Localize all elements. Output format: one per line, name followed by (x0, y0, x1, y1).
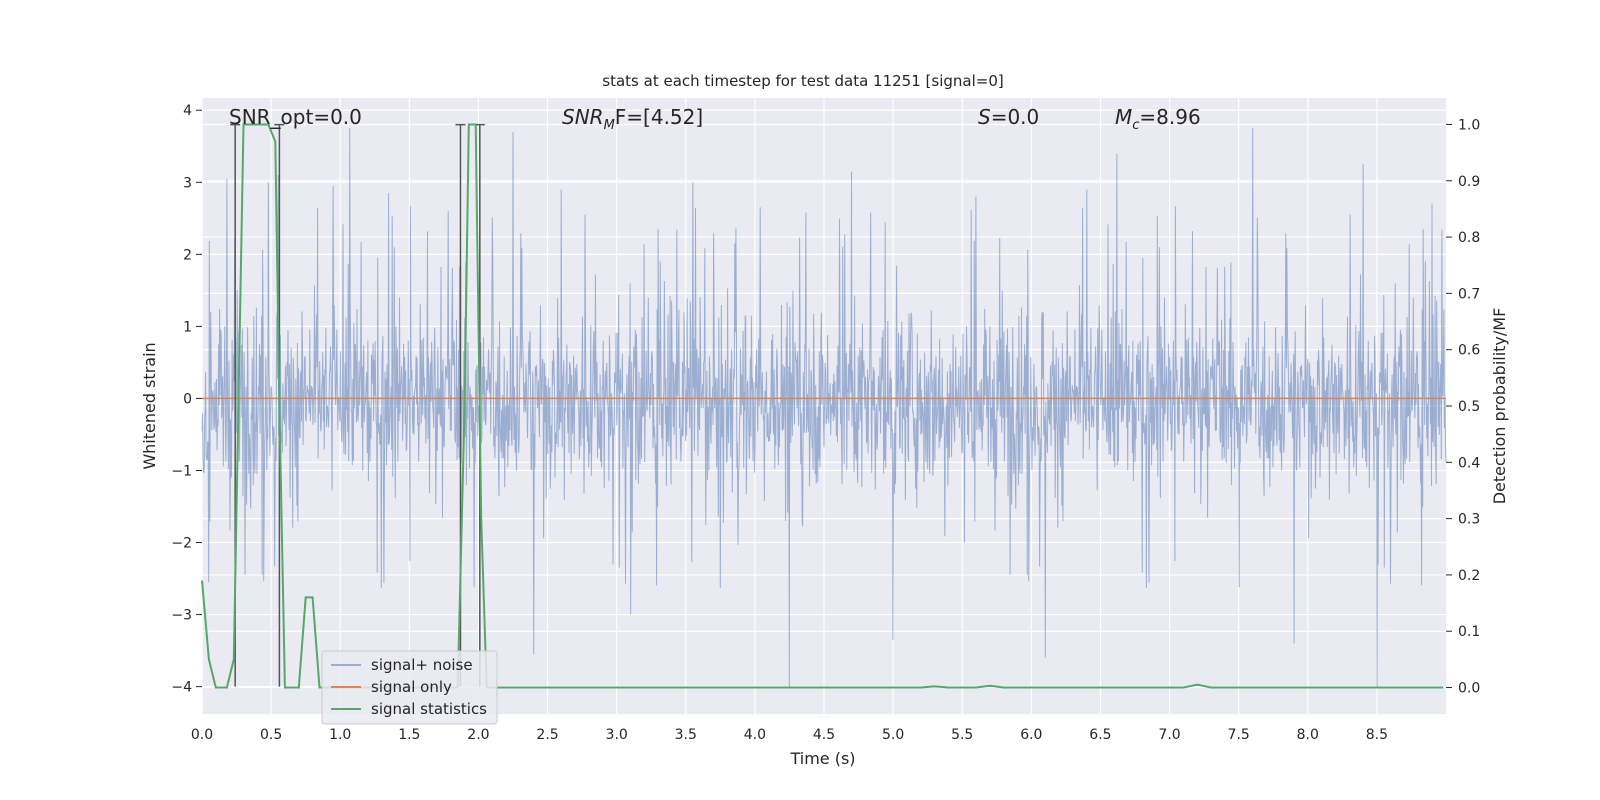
y-tick-label: −1 (171, 463, 192, 479)
y-tick-label: −3 (171, 608, 192, 624)
x-tick-label: 8.5 (1366, 727, 1388, 743)
x-tick-label: 0.0 (191, 727, 213, 743)
annotation-mc-post: =8.96 (1139, 105, 1200, 129)
annotation-s-var: S (978, 105, 991, 129)
y-right-tick-label: 1.0 (1458, 117, 1480, 133)
y-axis-label: Whitened strain (140, 342, 159, 469)
annotation-s: S=0.0 (978, 105, 1039, 129)
y-tick-label: 3 (183, 175, 192, 191)
x-tick-label: 5.5 (951, 727, 973, 743)
legend-label-signal-noise: signal+ noise (371, 656, 473, 674)
x-tick-label: 8.0 (1297, 727, 1319, 743)
chart-title: stats at each timestep for test data 112… (602, 72, 1003, 90)
annotation-snr-mf-pre: SNR (562, 105, 604, 129)
y-right-tick-label: 0.2 (1458, 568, 1480, 584)
y-axis-ticks: 4 3 2 1 0 −1 −2 −3 −4 (171, 103, 202, 696)
x-tick-label: 4.0 (744, 727, 766, 743)
annotation-snr-opt: SNR_opt=0.0 (229, 105, 362, 129)
x-tick-label: 3.0 (606, 727, 628, 743)
x-tick-label: 7.0 (1158, 727, 1180, 743)
legend-label-signal-only: signal only (371, 678, 452, 696)
x-tick-label: 1.0 (329, 727, 351, 743)
annotation-mc-sub: c (1132, 118, 1139, 133)
y-right-axis-label: Detection probability/MF (1490, 308, 1509, 505)
annotation-mc-var: M (1115, 105, 1132, 129)
y-right-tick-label: 0.1 (1458, 624, 1480, 640)
x-tick-label: 3.5 (675, 727, 697, 743)
x-axis-label: Time (s) (789, 749, 855, 768)
x-axis-ticks: 0.0 0.5 1.0 1.5 2.0 2.5 3.0 3.5 4.0 4.5 5.0 5.5 6.0 6… (191, 727, 1388, 743)
x-tick-label: 5.0 (882, 727, 904, 743)
x-tick-label: 6.5 (1089, 727, 1111, 743)
x-tick-label: 7.5 (1228, 727, 1250, 743)
x-tick-label: 2.0 (467, 727, 489, 743)
y-right-tick-label: 0.7 (1458, 286, 1480, 302)
y-right-tick-label: 0.9 (1458, 174, 1480, 190)
y-right-tick-label: 0.0 (1458, 681, 1480, 697)
annotation-snr-mf: SNRMF=[4.52] (562, 105, 703, 133)
y-tick-label: −4 (171, 680, 192, 696)
legend: signal+ noise signal only signal statist… (321, 650, 498, 725)
annotation-snr-mf-post: F=[4.52] (615, 105, 703, 129)
x-tick-label: 4.5 (813, 727, 835, 743)
noise-trace-path (201, 128, 1447, 687)
y-tick-label: −2 (171, 536, 192, 552)
y-right-tick-label: 0.8 (1458, 230, 1480, 246)
y-tick-label: 4 (183, 103, 192, 119)
x-tick-label: 0.5 (260, 727, 282, 743)
y-right-tick-label: 0.6 (1458, 343, 1480, 359)
series-signal-noise (201, 128, 1447, 687)
x-tick-label: 1.5 (398, 727, 420, 743)
x-tick-label: 2.5 (536, 727, 558, 743)
y-right-axis-ticks: 1.0 0.9 0.8 0.7 0.6 0.5 0.4 0.3 0.2 0.1 0.0 (1446, 117, 1480, 697)
y-right-tick-label: 0.4 (1458, 455, 1480, 471)
annotation-s-post: =0.0 (991, 105, 1040, 129)
x-tick-label: 6.0 (1020, 727, 1042, 743)
y-tick-label: 0 (183, 391, 192, 407)
y-right-tick-label: 0.5 (1458, 399, 1480, 415)
y-tick-label: 1 (183, 319, 192, 335)
y-tick-label: 2 (183, 247, 192, 263)
annotation-snr-mf-sub: M (604, 118, 615, 133)
legend-box (321, 650, 498, 725)
annotation-mc: Mc=8.96 (1115, 105, 1201, 133)
legend-label-signal-statistics: signal statistics (371, 700, 487, 718)
y-right-tick-label: 0.3 (1458, 512, 1480, 528)
